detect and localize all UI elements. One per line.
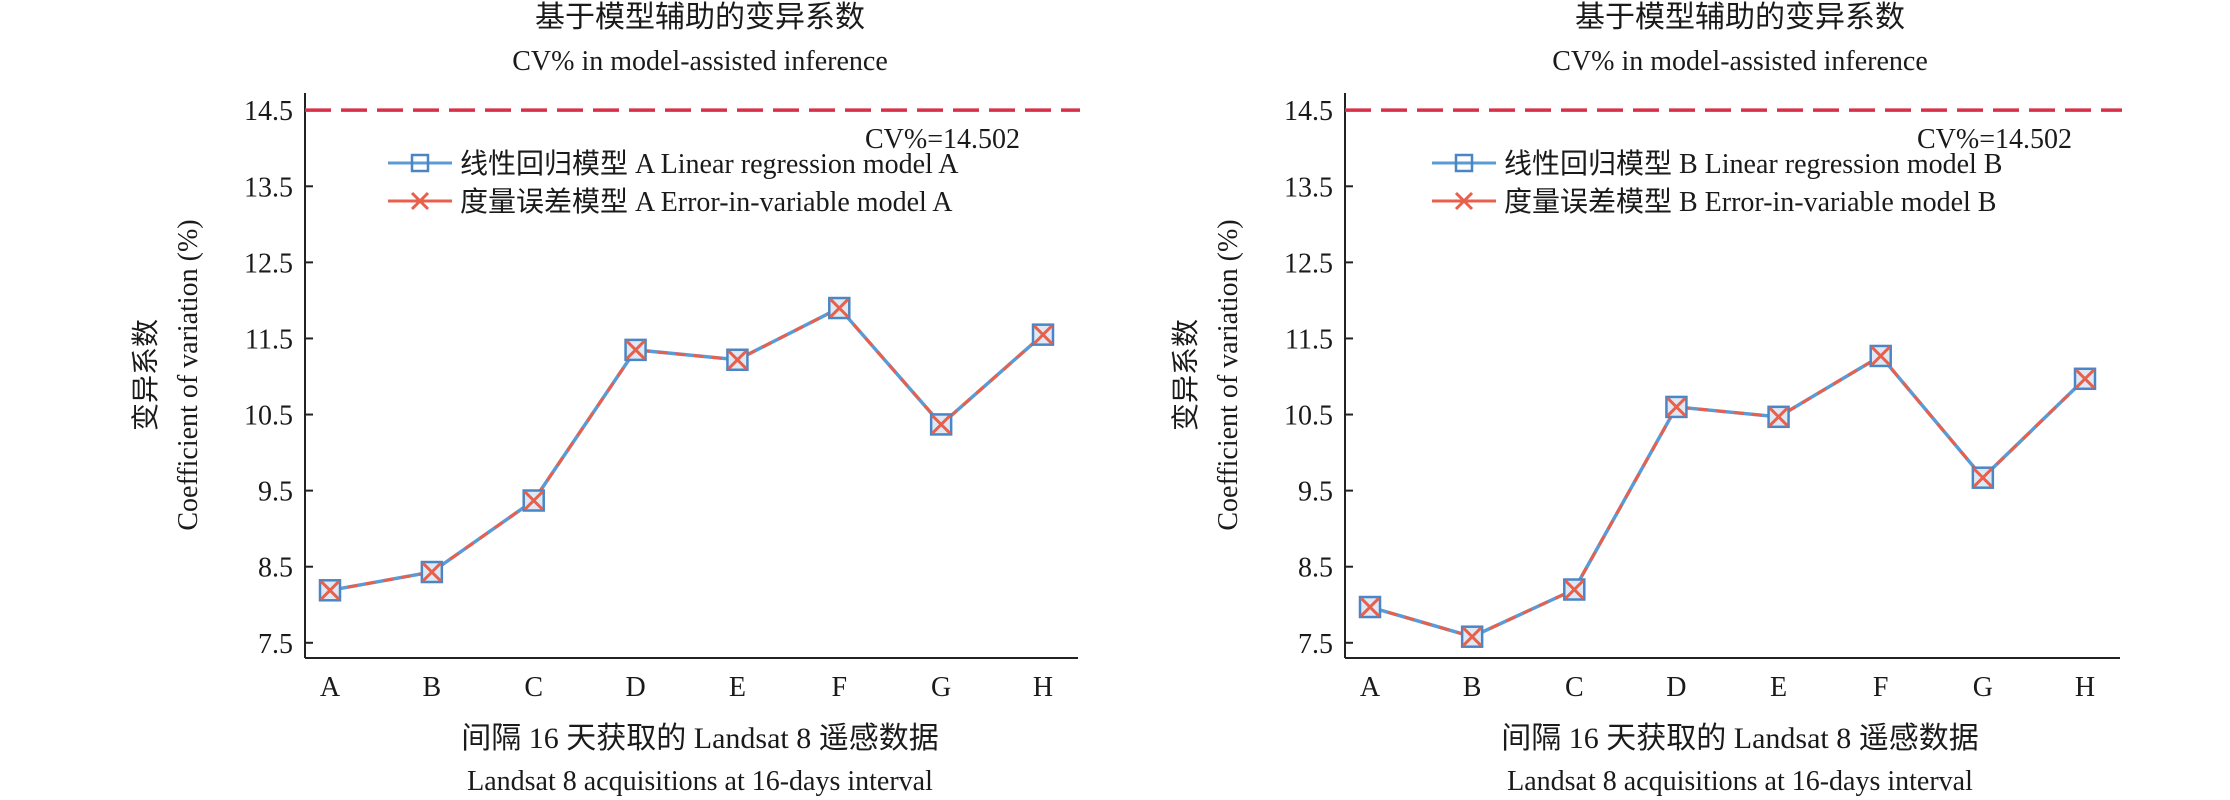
x-tick-label: H <box>2075 672 2095 703</box>
x-marker-stroke <box>1462 626 1483 647</box>
x-tick-label: A <box>1360 672 1381 703</box>
x-tick-label: F <box>831 672 847 703</box>
legend-marker-x <box>410 191 430 211</box>
x-tick-label: E <box>1770 672 1787 703</box>
data-point-error <box>1870 345 1891 367</box>
y-tick-label: 7.5 <box>1298 629 1333 660</box>
x-marker-stroke <box>1870 345 1891 367</box>
y-tick-label: 8.5 <box>258 553 293 584</box>
y-tick-label: 8.5 <box>1298 553 1333 584</box>
chart-subtitle: CV% in model-assisted inference <box>512 46 888 77</box>
y-tick-label: 9.5 <box>258 477 293 508</box>
legend-label-linear: 线性回归模型 A Linear regression model A <box>460 148 959 180</box>
data-point-error <box>1032 324 1054 345</box>
x-tick-label: G <box>931 672 951 703</box>
y-tick-label: 11.5 <box>1285 324 1333 355</box>
chart-panel-a: 基于模型辅助的变异系数 CV% in model-assisted infere… <box>130 1 1080 797</box>
data-point-error <box>625 339 646 360</box>
chart-subtitle: CV% in model-assisted inference <box>1552 46 1928 77</box>
x-tick-label: B <box>423 672 442 703</box>
data-point-error <box>523 490 544 511</box>
x-marker-stroke <box>931 414 952 435</box>
series-line-error <box>329 306 1044 592</box>
x-marker-stroke <box>625 339 646 360</box>
reference-line-label: CV%=14.502 <box>865 124 1020 155</box>
y-tick-label: 12.5 <box>1284 248 1333 279</box>
x-axis-label-en: Landsat 8 acquisitions at 16-days interv… <box>1507 766 1973 797</box>
y-tick-label: 14.5 <box>1284 96 1333 127</box>
legend: 线性回归模型 B Linear regression model B 度量误差模… <box>1432 148 2002 218</box>
y-tick-label: 11.5 <box>245 324 293 355</box>
y-tick-label: 14.5 <box>244 96 293 127</box>
x-tick-label: E <box>729 672 746 703</box>
x-tick-label: A <box>320 672 341 703</box>
y-tick-label: 9.5 <box>1298 477 1333 508</box>
legend-marker-x <box>1454 191 1474 211</box>
x-marker-stroke <box>1666 396 1687 417</box>
data-point-error <box>727 349 748 370</box>
x-tick-label: F <box>1873 672 1889 703</box>
x-marker-stroke <box>2074 368 2096 389</box>
x-marker-stroke <box>727 349 748 370</box>
y-tick-label: 10.5 <box>244 401 293 432</box>
legend: 线性回归模型 A Linear regression model A 度量误差模… <box>388 148 959 218</box>
x-marker-stroke <box>319 580 341 601</box>
data-point-error <box>1972 467 1993 488</box>
legend-label-error: 度量误差模型 B Error-in-variable model B <box>1504 186 1996 218</box>
y-axis-label-en: Coefficient of variation (%) <box>1213 219 1244 530</box>
x-tick-label: C <box>524 672 543 703</box>
x-tick-label: D <box>1666 672 1686 703</box>
y-axis-label: 变异系数 <box>130 319 162 431</box>
y-tick-label: 13.5 <box>244 172 293 203</box>
data-point-error <box>319 580 341 601</box>
chart-panel-b: 基于模型辅助的变异系数 CV% in model-assisted infere… <box>1170 1 2122 797</box>
x-marker-stroke <box>1768 406 1789 427</box>
x-tick-label: G <box>1973 672 1993 703</box>
reference-line-label: CV%=14.502 <box>1917 124 2072 155</box>
legend-marker-square <box>1454 153 1474 173</box>
series-line-error <box>1369 354 2087 639</box>
data-point-error <box>421 561 442 583</box>
x-axis-label: 间隔 16 天获取的 Landsat 8 遥感数据 <box>1501 722 1978 755</box>
x-axis-label-en: Landsat 8 acquisitions at 16-days interv… <box>467 766 933 797</box>
y-tick-label: 7.5 <box>258 629 293 660</box>
y-tick-label: 13.5 <box>1284 172 1333 203</box>
y-tick-label: 12.5 <box>244 248 293 279</box>
x-tick-label: D <box>625 672 645 703</box>
series-line-linear <box>329 305 1045 593</box>
x-marker-stroke <box>421 561 442 583</box>
data-point-error <box>829 297 850 319</box>
data-point-error <box>1462 626 1483 647</box>
chart-title: 基于模型辅助的变异系数 <box>1575 1 1905 34</box>
data-point-error <box>931 414 952 435</box>
y-axis-label: 变异系数 <box>1170 319 1202 431</box>
x-tick-label: C <box>1565 672 1584 703</box>
legend-marker-square <box>410 153 430 173</box>
x-marker-stroke <box>1032 324 1054 345</box>
data-point-error <box>1359 596 1381 618</box>
legend-label-linear: 线性回归模型 B Linear regression model B <box>1504 148 2002 180</box>
x-marker-stroke <box>523 490 544 511</box>
data-point-error <box>1564 579 1585 600</box>
y-tick-label: 10.5 <box>1284 401 1333 432</box>
x-tick-label: H <box>1033 672 1053 703</box>
y-axis-label-en: Coefficient of variation (%) <box>173 219 204 530</box>
x-marker-stroke <box>1359 596 1381 618</box>
chart-title: 基于模型辅助的变异系数 <box>535 1 865 34</box>
legend-label-error: 度量误差模型 A Error-in-variable model A <box>460 186 953 218</box>
data-point-error <box>1666 396 1687 417</box>
x-marker-stroke <box>1564 579 1585 600</box>
x-marker-stroke <box>1972 467 1993 488</box>
data-point-error <box>2074 368 2096 389</box>
data-point-error <box>1768 406 1789 427</box>
series-line-linear <box>1369 353 2087 639</box>
x-axis-label: 间隔 16 天获取的 Landsat 8 遥感数据 <box>461 722 938 755</box>
x-tick-label: B <box>1463 672 1482 703</box>
x-marker-stroke <box>829 297 850 319</box>
